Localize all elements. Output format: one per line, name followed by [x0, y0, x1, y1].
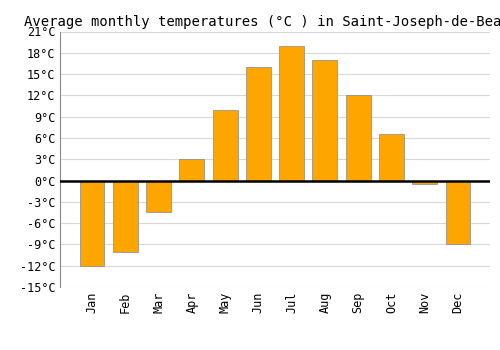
Bar [446, 181, 470, 244]
Bar [212, 110, 238, 181]
Bar [346, 95, 370, 181]
Title: Average monthly temperatures (°C ) in Saint-Joseph-de-Beauce: Average monthly temperatures (°C ) in Sa… [24, 15, 500, 29]
Bar [279, 46, 304, 181]
Bar [246, 67, 271, 181]
Bar [379, 134, 404, 181]
Bar [412, 181, 437, 184]
Bar [180, 159, 204, 181]
Bar [113, 181, 138, 252]
Bar [80, 181, 104, 266]
Bar [312, 60, 338, 181]
Bar [146, 181, 171, 212]
